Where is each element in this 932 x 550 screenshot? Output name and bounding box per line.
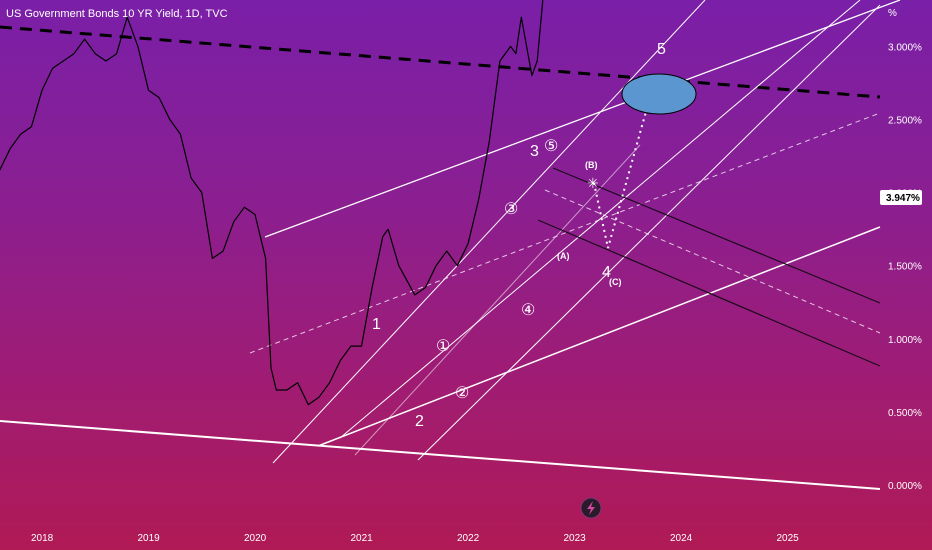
x-tick-label: 2022 bbox=[457, 533, 480, 544]
wave-label-1: 1 bbox=[372, 316, 381, 333]
wave-label-circled-2: ② bbox=[455, 385, 469, 402]
wave-label-5: 5 bbox=[657, 41, 666, 58]
wave-label-3: 3 bbox=[530, 143, 539, 160]
wave-label-circled-3: ③ bbox=[504, 201, 518, 218]
chart-title: US Government Bonds 10 YR Yield, 1D, TVC bbox=[6, 8, 228, 20]
steep-channel-line-2 bbox=[339, 0, 861, 439]
y-tick-label: 1.000% bbox=[888, 335, 922, 346]
lower-rising-line bbox=[317, 226, 881, 447]
down-channel-bottom bbox=[537, 219, 881, 367]
y-tick-label: 2.500% bbox=[888, 116, 922, 127]
wave-label-circled-4: ④ bbox=[521, 302, 535, 319]
steep-channel-line-3 bbox=[417, 4, 881, 461]
wave-label-circled-1: ① bbox=[436, 338, 450, 355]
last-price-tag: 3.947% bbox=[880, 190, 922, 205]
dashed-resistance-line bbox=[0, 25, 881, 99]
upper-channel-line bbox=[264, 0, 901, 238]
last-price-tag-bg bbox=[880, 190, 922, 205]
x-tick-label: 2018 bbox=[31, 533, 54, 544]
x-tick-label: 2023 bbox=[564, 533, 587, 544]
target-ellipse bbox=[621, 73, 697, 115]
x-tick-label: 2025 bbox=[777, 533, 800, 544]
lightning-icon[interactable] bbox=[580, 497, 602, 519]
wave-label-2: 2 bbox=[415, 413, 424, 430]
last-price-label: 3.947% bbox=[886, 193, 920, 204]
steep-channel-line-1 bbox=[272, 0, 706, 464]
x-tick-label: 2024 bbox=[670, 533, 693, 544]
price-series bbox=[0, 0, 544, 406]
y-tick-label: 1.500% bbox=[888, 262, 922, 273]
dashed-midline bbox=[249, 112, 881, 354]
x-tick-label: 2021 bbox=[351, 533, 374, 544]
yield-series-line bbox=[0, 0, 544, 406]
wave-label-4: 4 bbox=[602, 264, 611, 281]
y-tick-label: 0.500% bbox=[888, 408, 922, 419]
wave-label-c: (C) bbox=[609, 277, 622, 287]
down-channel-top bbox=[552, 167, 881, 304]
x-axis-ticks: 2018 2019 2020 2021 2022 2023 2024 2025 bbox=[31, 533, 799, 544]
asterisk-marker: ✳ bbox=[587, 176, 599, 192]
analysis-drawings: ✳ bbox=[0, 0, 901, 490]
y-tick-label: 0.000% bbox=[888, 481, 922, 492]
faint-channel-line bbox=[354, 144, 641, 456]
y-axis-area bbox=[880, 0, 932, 520]
wave-label-circled-5: ⑤ bbox=[544, 138, 558, 155]
y-axis-unit: % bbox=[888, 8, 897, 19]
descending-dashed-line bbox=[544, 189, 881, 334]
long-support-line bbox=[0, 420, 881, 490]
y-tick-label: 3.000% bbox=[888, 42, 922, 53]
wave-label-a: (A) bbox=[557, 251, 570, 261]
x-tick-label: 2020 bbox=[244, 533, 267, 544]
wave-labels: 1 2 3 4 5 ① ② ③ ④ ⑤ (A) (B) (C) bbox=[372, 41, 666, 430]
wave-label-b: (B) bbox=[585, 160, 598, 170]
x-tick-label: 2019 bbox=[138, 533, 161, 544]
